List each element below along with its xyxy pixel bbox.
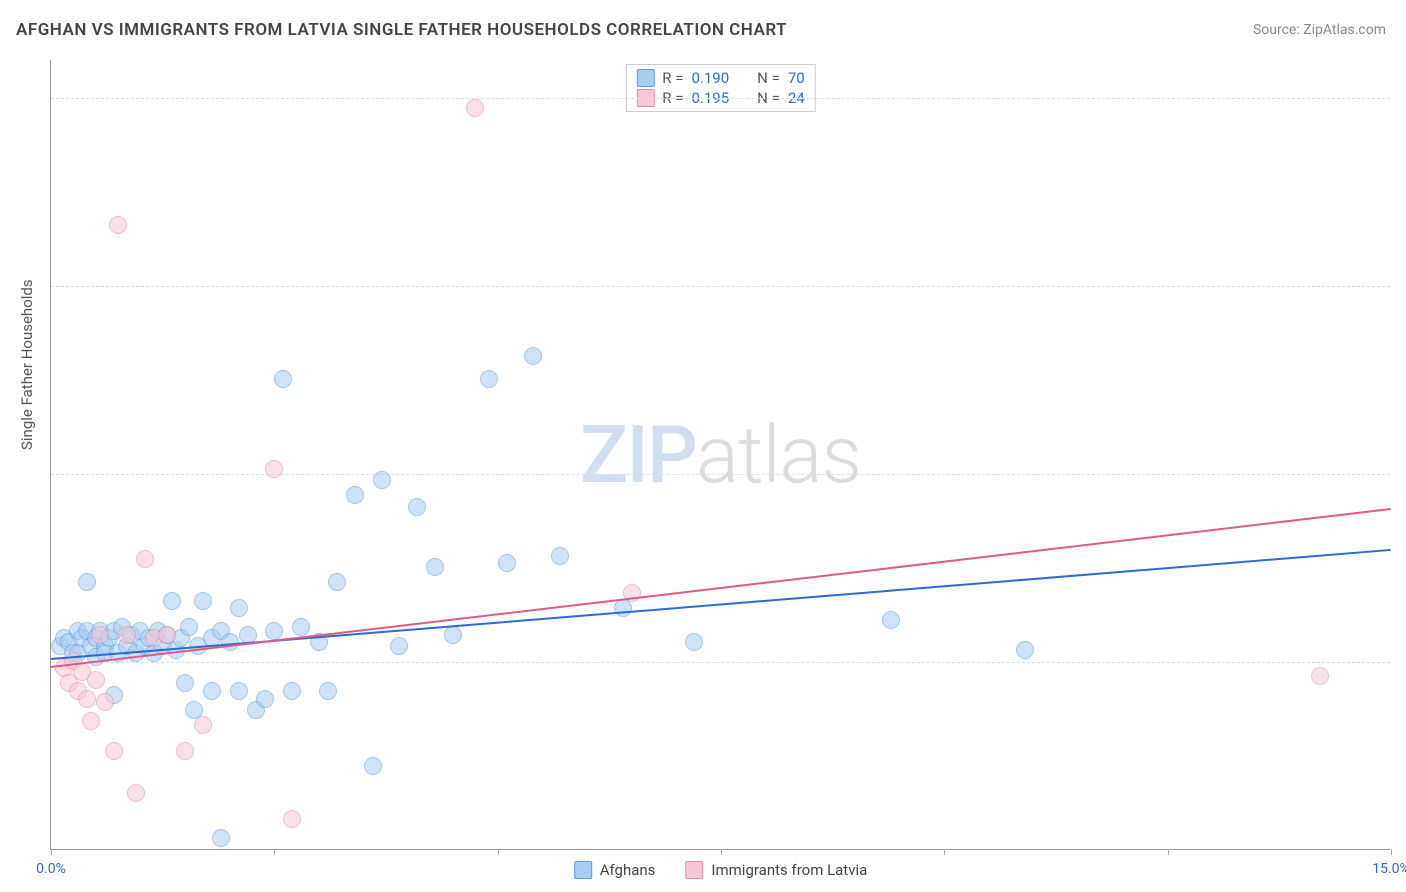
data-point <box>109 216 127 234</box>
y-tick-label: 7.5% <box>1396 278 1406 294</box>
data-point <box>265 622 283 640</box>
y-tick-label: 2.5% <box>1396 654 1406 670</box>
data-point <box>256 690 274 708</box>
r-value: 0.190 <box>691 69 729 87</box>
y-axis-label: Single Father Households <box>18 279 36 450</box>
data-point <box>82 712 100 730</box>
data-point <box>127 784 145 802</box>
data-point <box>283 810 301 828</box>
data-point <box>480 370 498 388</box>
data-point <box>444 626 462 644</box>
chart-title: AFGHAN VS IMMIGRANTS FROM LATVIA SINGLE … <box>16 20 787 40</box>
data-point <box>78 690 96 708</box>
data-point <box>408 498 426 516</box>
data-point <box>212 829 230 847</box>
data-point <box>498 554 516 572</box>
data-point <box>105 742 123 760</box>
legend-swatch <box>685 861 703 879</box>
data-point <box>203 682 221 700</box>
data-point <box>158 626 176 644</box>
data-point <box>426 558 444 576</box>
x-tick <box>721 849 722 855</box>
data-point <box>230 599 248 617</box>
data-point <box>346 486 364 504</box>
watermark: ZIPatlas <box>580 408 861 502</box>
data-point <box>1016 641 1034 659</box>
data-point <box>1311 667 1329 685</box>
data-point <box>87 671 105 689</box>
data-point <box>283 682 301 700</box>
data-point <box>390 637 408 655</box>
x-tick <box>1391 849 1392 855</box>
data-point <box>292 618 310 636</box>
legend-series-item: Afghans <box>574 861 656 879</box>
data-point <box>685 633 703 651</box>
data-point <box>328 573 346 591</box>
data-point <box>176 674 194 692</box>
data-point <box>373 471 391 489</box>
data-point <box>176 742 194 760</box>
plot-area: ZIPatlas R =0.190N =70R =0.195N =24 Afgh… <box>50 60 1390 850</box>
legend-series: Afghans Immigrants from Latvia <box>574 861 868 879</box>
legend-series-label: Immigrants from Latvia <box>711 861 867 879</box>
legend-correlation: R =0.190N =70R =0.195N =24 <box>625 64 815 112</box>
n-value: 70 <box>788 69 805 87</box>
x-tick-label: 0.0% <box>36 861 66 877</box>
data-point <box>91 626 109 644</box>
data-point <box>265 460 283 478</box>
data-point <box>319 682 337 700</box>
watermark-zip: ZIP <box>580 408 696 502</box>
data-point <box>163 592 181 610</box>
n-label: N = <box>757 69 780 87</box>
data-point <box>180 618 198 636</box>
gridline <box>51 474 1390 475</box>
watermark-atlas: atlas <box>696 408 861 502</box>
data-point <box>78 573 96 591</box>
gridline <box>51 98 1390 99</box>
x-tick <box>274 849 275 855</box>
trendline <box>51 508 1391 668</box>
data-point <box>882 611 900 629</box>
legend-correlation-row: R = 0.190 N = 70 <box>636 69 804 87</box>
correlation-chart: AFGHAN VS IMMIGRANTS FROM LATVIA SINGLE … <box>0 0 1406 892</box>
x-tick-label: 15.0% <box>1372 861 1406 877</box>
data-point <box>136 550 154 568</box>
x-tick <box>944 849 945 855</box>
gridline <box>51 286 1390 287</box>
legend-swatch <box>574 861 592 879</box>
y-tick-label: 5.0% <box>1396 466 1406 482</box>
data-point <box>524 347 542 365</box>
x-tick <box>498 849 499 855</box>
data-point <box>230 682 248 700</box>
r-label: R = <box>662 69 683 87</box>
y-tick-label: 10.0% <box>1396 90 1406 106</box>
data-point <box>364 757 382 775</box>
data-point <box>118 626 136 644</box>
legend-series-label: Afghans <box>600 861 656 879</box>
data-point <box>194 716 212 734</box>
legend-series-item: Immigrants from Latvia <box>685 861 867 879</box>
legend-swatch <box>636 69 654 87</box>
gridline <box>51 662 1390 663</box>
data-point <box>274 370 292 388</box>
data-point <box>551 547 569 565</box>
x-tick <box>51 849 52 855</box>
x-tick <box>1168 849 1169 855</box>
data-point <box>194 592 212 610</box>
source-label: Source: ZipAtlas.com <box>1253 22 1386 38</box>
data-point <box>96 693 114 711</box>
data-point <box>466 99 484 117</box>
